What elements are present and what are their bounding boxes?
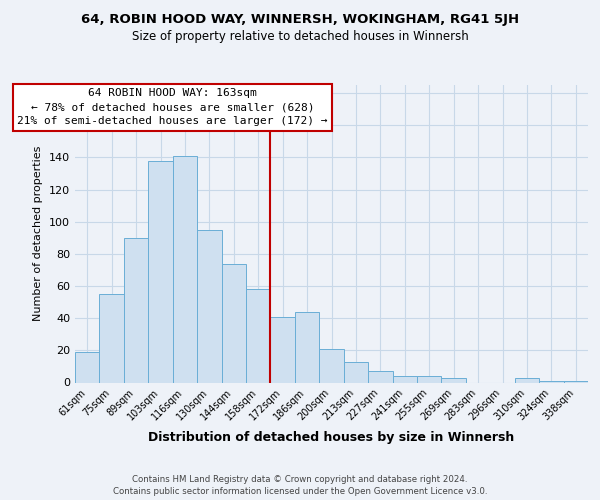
Bar <box>75 352 100 382</box>
Bar <box>100 294 124 382</box>
Bar <box>417 376 442 382</box>
Bar <box>319 348 344 382</box>
Bar <box>442 378 466 382</box>
Text: 64 ROBIN HOOD WAY: 163sqm
← 78% of detached houses are smaller (628)
21% of semi: 64 ROBIN HOOD WAY: 163sqm ← 78% of detac… <box>17 88 328 126</box>
Bar <box>271 316 295 382</box>
Bar <box>173 156 197 382</box>
Text: Contains HM Land Registry data © Crown copyright and database right 2024.: Contains HM Land Registry data © Crown c… <box>132 475 468 484</box>
Bar <box>148 160 173 382</box>
Bar <box>221 264 246 382</box>
Bar <box>515 378 539 382</box>
Bar <box>539 381 563 382</box>
Y-axis label: Number of detached properties: Number of detached properties <box>34 146 43 322</box>
Text: 64, ROBIN HOOD WAY, WINNERSH, WOKINGHAM, RG41 5JH: 64, ROBIN HOOD WAY, WINNERSH, WOKINGHAM,… <box>81 12 519 26</box>
Bar <box>563 381 588 382</box>
Bar <box>295 312 319 382</box>
Bar <box>124 238 148 382</box>
Bar <box>344 362 368 382</box>
Bar <box>197 230 221 382</box>
Bar <box>368 371 392 382</box>
Text: Contains public sector information licensed under the Open Government Licence v3: Contains public sector information licen… <box>113 488 487 496</box>
Text: Size of property relative to detached houses in Winnersh: Size of property relative to detached ho… <box>131 30 469 43</box>
Bar <box>392 376 417 382</box>
X-axis label: Distribution of detached houses by size in Winnersh: Distribution of detached houses by size … <box>148 430 515 444</box>
Bar <box>246 289 271 382</box>
